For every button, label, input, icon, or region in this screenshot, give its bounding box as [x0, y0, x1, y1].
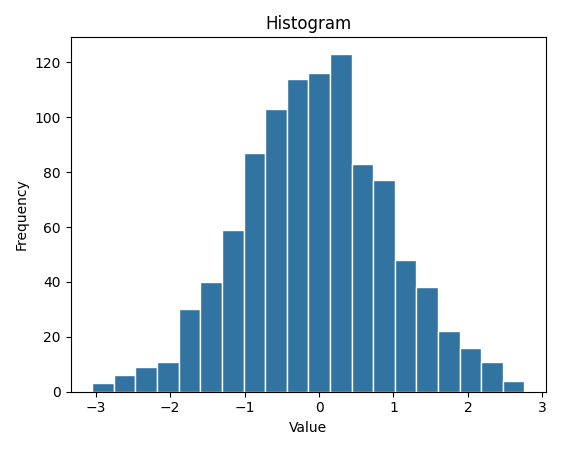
- Bar: [265, 109, 287, 392]
- Bar: [92, 383, 114, 392]
- Bar: [438, 331, 460, 392]
- Bar: [287, 79, 309, 392]
- Bar: [157, 361, 179, 392]
- Bar: [135, 367, 157, 392]
- Bar: [114, 375, 135, 392]
- Title: Histogram: Histogram: [265, 15, 351, 33]
- Y-axis label: Frequency: Frequency: [15, 179, 29, 250]
- Bar: [460, 348, 481, 392]
- Bar: [200, 282, 222, 392]
- Bar: [373, 180, 395, 392]
- X-axis label: Value: Value: [289, 421, 328, 435]
- Bar: [243, 153, 265, 392]
- Bar: [330, 54, 352, 392]
- Bar: [503, 381, 524, 392]
- Bar: [222, 230, 243, 392]
- Bar: [309, 73, 330, 392]
- Bar: [395, 260, 416, 392]
- Bar: [481, 361, 503, 392]
- Bar: [416, 288, 438, 392]
- Bar: [179, 310, 200, 392]
- Bar: [352, 164, 373, 392]
